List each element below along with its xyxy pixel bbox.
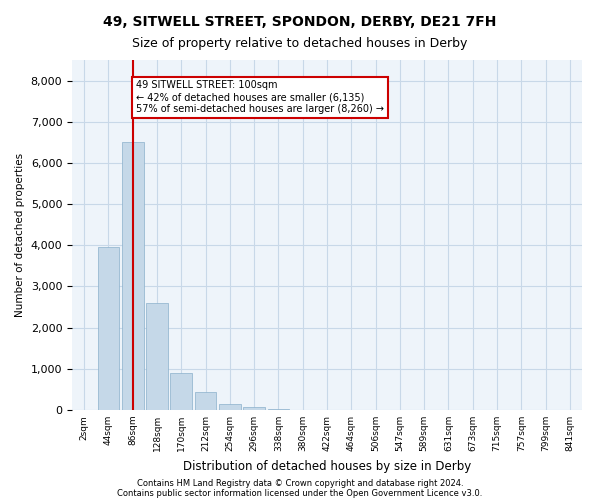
Bar — [122, 142, 143, 410]
Y-axis label: Number of detached properties: Number of detached properties — [15, 153, 25, 317]
Bar — [219, 404, 241, 410]
Bar — [97, 248, 119, 410]
Bar — [243, 408, 265, 410]
Text: 49 SITWELL STREET: 100sqm
← 42% of detached houses are smaller (6,135)
57% of se: 49 SITWELL STREET: 100sqm ← 42% of detac… — [136, 80, 385, 114]
Text: Contains public sector information licensed under the Open Government Licence v3: Contains public sector information licen… — [118, 488, 482, 498]
X-axis label: Distribution of detached houses by size in Derby: Distribution of detached houses by size … — [183, 460, 471, 472]
Text: 49, SITWELL STREET, SPONDON, DERBY, DE21 7FH: 49, SITWELL STREET, SPONDON, DERBY, DE21… — [103, 15, 497, 29]
Text: Size of property relative to detached houses in Derby: Size of property relative to detached ho… — [133, 38, 467, 51]
Bar — [194, 392, 217, 410]
Bar — [146, 303, 168, 410]
Bar — [268, 409, 289, 410]
Bar — [170, 373, 192, 410]
Text: Contains HM Land Registry data © Crown copyright and database right 2024.: Contains HM Land Registry data © Crown c… — [137, 478, 463, 488]
